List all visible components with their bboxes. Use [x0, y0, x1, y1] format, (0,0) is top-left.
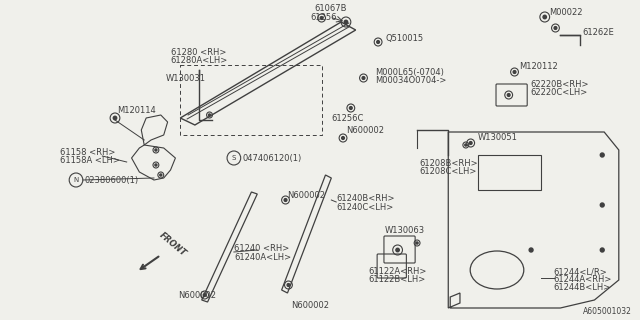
Text: 61244<L/R>: 61244<L/R> — [554, 268, 607, 276]
Text: 61122B<LH>: 61122B<LH> — [369, 276, 426, 284]
Text: A605001032: A605001032 — [583, 308, 632, 316]
Circle shape — [600, 203, 604, 207]
Text: M000L65(-0704): M000L65(-0704) — [375, 68, 444, 76]
Text: 61208C<LH>: 61208C<LH> — [419, 166, 476, 175]
Circle shape — [416, 242, 418, 244]
Text: N600002: N600002 — [179, 291, 216, 300]
Text: M120114: M120114 — [117, 106, 156, 115]
Circle shape — [155, 149, 157, 151]
Circle shape — [287, 284, 290, 286]
Text: 61240B<RH>: 61240B<RH> — [336, 194, 395, 203]
Text: 61158A <LH>: 61158A <LH> — [60, 156, 120, 164]
Text: 047406120(1): 047406120(1) — [243, 154, 302, 163]
Bar — [477, 155, 541, 190]
Text: 61244B<LH>: 61244B<LH> — [554, 284, 611, 292]
Circle shape — [600, 248, 604, 252]
Circle shape — [377, 41, 380, 44]
Circle shape — [396, 248, 399, 252]
Text: 61240C<LH>: 61240C<LH> — [336, 203, 394, 212]
Text: 61240 <RH>: 61240 <RH> — [234, 244, 289, 252]
Text: 61122A<RH>: 61122A<RH> — [369, 268, 427, 276]
Text: 61280A<LH>: 61280A<LH> — [170, 55, 228, 65]
Text: 61280 <RH>: 61280 <RH> — [170, 47, 226, 57]
Text: 61262E: 61262E — [583, 28, 614, 36]
Circle shape — [204, 294, 206, 296]
Circle shape — [600, 153, 604, 157]
Text: 02380600(1): 02380600(1) — [84, 175, 139, 185]
Text: M120112: M120112 — [520, 61, 558, 70]
Circle shape — [320, 17, 323, 20]
Text: 61208B<RH>: 61208B<RH> — [419, 158, 477, 167]
Text: Q510015: Q510015 — [386, 34, 424, 43]
Text: M00022: M00022 — [548, 7, 582, 17]
Circle shape — [508, 94, 510, 96]
Circle shape — [344, 20, 348, 24]
Text: 61158 <RH>: 61158 <RH> — [60, 148, 116, 156]
Text: 61256C: 61256C — [332, 114, 364, 123]
Circle shape — [209, 114, 211, 116]
Text: FRONT: FRONT — [158, 230, 188, 258]
Text: 62220B<RH>: 62220B<RH> — [530, 79, 589, 89]
Circle shape — [529, 248, 533, 252]
Text: 61256: 61256 — [310, 12, 337, 21]
Circle shape — [554, 27, 557, 29]
Circle shape — [465, 144, 467, 146]
Text: S: S — [232, 155, 236, 161]
Text: 61067B: 61067B — [315, 4, 348, 12]
Text: N600002: N600002 — [346, 125, 384, 134]
Text: W130031: W130031 — [166, 74, 205, 83]
Circle shape — [113, 116, 116, 120]
Text: W130063: W130063 — [385, 226, 425, 235]
Text: 61240A<LH>: 61240A<LH> — [234, 252, 291, 261]
Circle shape — [349, 107, 352, 109]
Circle shape — [160, 174, 162, 176]
Circle shape — [469, 141, 472, 144]
Circle shape — [155, 164, 157, 166]
Text: N: N — [74, 177, 79, 183]
Circle shape — [362, 76, 365, 79]
Circle shape — [513, 71, 516, 73]
Circle shape — [342, 137, 344, 140]
Circle shape — [284, 199, 287, 201]
Text: 61244A<RH>: 61244A<RH> — [554, 276, 612, 284]
Text: N600002: N600002 — [287, 190, 326, 199]
Circle shape — [543, 15, 547, 19]
Text: 62220C<LH>: 62220C<LH> — [530, 87, 588, 97]
Text: N600002: N600002 — [291, 300, 330, 309]
Text: W130051: W130051 — [477, 132, 517, 141]
Text: M00034Ò0704->: M00034Ò0704-> — [375, 76, 447, 84]
